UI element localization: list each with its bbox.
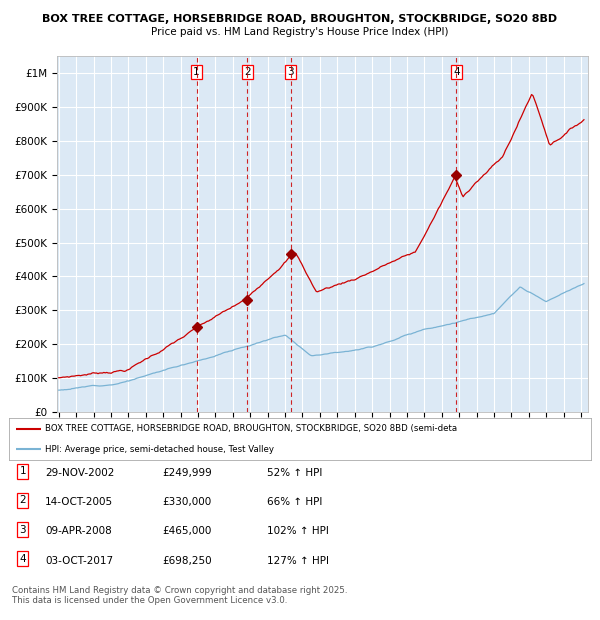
Text: 29-NOV-2002: 29-NOV-2002: [45, 468, 115, 478]
Text: £330,000: £330,000: [162, 497, 211, 507]
Text: 1: 1: [19, 466, 26, 476]
Text: 09-APR-2008: 09-APR-2008: [45, 526, 112, 536]
Text: £698,250: £698,250: [162, 556, 212, 565]
Text: BOX TREE COTTAGE, HORSEBRIDGE ROAD, BROUGHTON, STOCKBRIDGE, SO20 8BD: BOX TREE COTTAGE, HORSEBRIDGE ROAD, BROU…: [43, 14, 557, 24]
Text: £465,000: £465,000: [162, 526, 211, 536]
Text: 4: 4: [453, 67, 460, 77]
Text: 03-OCT-2017: 03-OCT-2017: [45, 556, 113, 565]
Text: 4: 4: [19, 554, 26, 564]
Text: £249,999: £249,999: [162, 468, 212, 478]
Text: 52% ↑ HPI: 52% ↑ HPI: [267, 468, 322, 478]
Text: BOX TREE COTTAGE, HORSEBRIDGE ROAD, BROUGHTON, STOCKBRIDGE, SO20 8BD (semi-deta: BOX TREE COTTAGE, HORSEBRIDGE ROAD, BROU…: [45, 424, 457, 433]
Text: 1: 1: [193, 67, 200, 77]
Text: 2: 2: [244, 67, 251, 77]
Text: Contains HM Land Registry data © Crown copyright and database right 2025.
This d: Contains HM Land Registry data © Crown c…: [12, 586, 347, 605]
Text: 3: 3: [19, 525, 26, 534]
Text: HPI: Average price, semi-detached house, Test Valley: HPI: Average price, semi-detached house,…: [45, 445, 274, 454]
Text: 66% ↑ HPI: 66% ↑ HPI: [267, 497, 322, 507]
Text: Price paid vs. HM Land Registry's House Price Index (HPI): Price paid vs. HM Land Registry's House …: [151, 27, 449, 37]
Text: 127% ↑ HPI: 127% ↑ HPI: [267, 556, 329, 565]
Text: 14-OCT-2005: 14-OCT-2005: [45, 497, 113, 507]
Text: 2: 2: [19, 495, 26, 505]
Text: 3: 3: [287, 67, 294, 77]
Text: 102% ↑ HPI: 102% ↑ HPI: [267, 526, 329, 536]
